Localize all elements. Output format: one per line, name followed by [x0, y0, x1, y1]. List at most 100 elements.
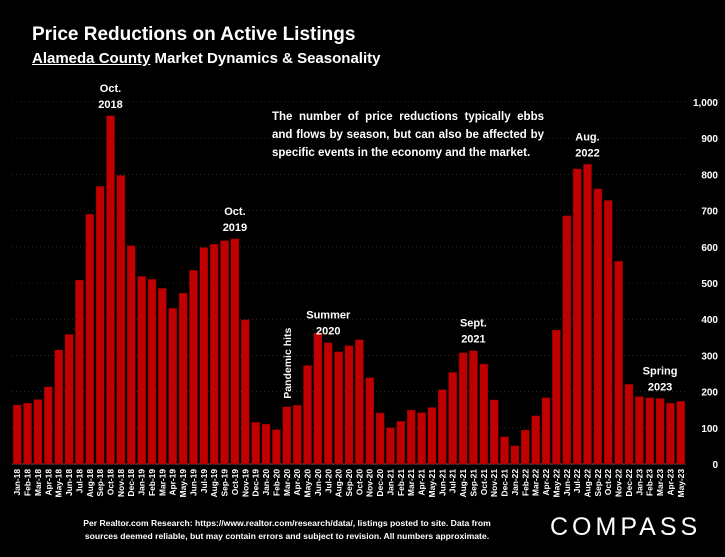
chart-subtitle: Alameda County Market Dynamics & Seasona…: [32, 50, 380, 67]
bar: [541, 397, 551, 465]
bar: [521, 429, 530, 465]
x-tick-label: Nov-21: [489, 469, 499, 497]
x-tick-label: Dec-20: [375, 469, 385, 497]
x-tick-label: May-23: [676, 469, 686, 498]
bar: [158, 288, 167, 465]
y-tick-label: 300: [701, 351, 718, 362]
x-tick-label: Aug-21: [458, 469, 468, 498]
x-tick-label: Aug-20: [334, 469, 344, 498]
bar: [95, 186, 105, 465]
peak-annotation: 2019: [223, 222, 247, 234]
bar: [230, 238, 240, 465]
y-tick-label: 700: [701, 207, 718, 218]
x-tick-label: Jan-23: [634, 469, 644, 496]
x-tick-label: Mar-18: [33, 469, 43, 496]
pandemic-annotation: Pandemic hits: [282, 327, 294, 398]
bar: [396, 421, 406, 465]
x-tick-label: Jul-19: [199, 469, 209, 494]
x-tick-label: Feb-21: [396, 469, 406, 496]
bar: [458, 352, 468, 465]
peak-annotation: Oct.: [100, 83, 121, 95]
y-tick-label: 400: [701, 315, 718, 326]
x-tick-label: Jul-21: [448, 469, 458, 494]
x-tick-label: Mar-22: [531, 469, 541, 496]
y-tick-label: 1,000: [693, 98, 718, 109]
peak-annotation: 2020: [316, 326, 340, 338]
x-tick-label: Sep-19: [220, 469, 230, 497]
bar: [624, 384, 634, 465]
bar: [593, 188, 603, 465]
bar: [292, 405, 302, 465]
x-tick-label: Jan-22: [510, 469, 520, 496]
x-tick-label: Feb-20: [271, 469, 281, 496]
peak-annotation: 2022: [575, 147, 599, 159]
bar: [469, 350, 478, 465]
bar: [12, 404, 22, 465]
bar: [251, 422, 260, 465]
x-tick-label: Jun-18: [64, 469, 74, 496]
bar: [189, 270, 198, 465]
y-tick-label: 600: [701, 243, 718, 254]
x-tick-label: Apr-18: [43, 469, 53, 496]
bar: [220, 240, 229, 465]
bar: [324, 342, 333, 465]
x-tick-label: Sep-20: [344, 469, 354, 497]
source-line-1: Per Realtor.com Research: https://www.re…: [83, 518, 491, 528]
peak-annotation: 2023: [648, 381, 672, 393]
bar: [272, 429, 281, 465]
x-tick-label: Feb-23: [645, 469, 655, 496]
x-axis-ticks: Jan-18 Feb-18 Mar-18 Apr-18 May-18 Jun-18 Jul-…: [12, 469, 686, 498]
x-tick-label: Oct-18: [106, 469, 116, 495]
peak-annotation: Sept.: [460, 318, 487, 330]
chart-annotations: Oct. 2018 Oct. 2019 Summer 2020 Sept. 2021 Aug. 2…: [98, 83, 677, 399]
x-tick-label: Feb-22: [520, 469, 530, 496]
bar: [64, 334, 74, 465]
bar: [645, 397, 654, 465]
x-tick-label: Jun-20: [313, 469, 323, 496]
subtitle-county: Alameda County: [32, 50, 151, 67]
bar: [365, 377, 374, 465]
x-tick-label: Dec-22: [624, 469, 634, 497]
y-tick-label: 500: [701, 279, 718, 290]
x-tick-label: Feb-19: [147, 469, 157, 496]
bar: [427, 407, 437, 465]
x-tick-label: Oct-21: [479, 469, 489, 495]
bar: [44, 386, 53, 465]
bar: [33, 399, 43, 465]
x-tick-label: Jun-19: [188, 469, 198, 496]
bar: [313, 332, 323, 465]
bar: [85, 214, 95, 465]
bar: [282, 406, 292, 465]
bar: [54, 349, 63, 465]
x-tick-label: Apr-20: [292, 469, 302, 496]
x-tick-label: Jul-18: [74, 469, 84, 494]
peak-annotation: Aug.: [575, 131, 599, 143]
bar: [603, 200, 613, 465]
bar: [116, 175, 126, 465]
peak-annotation: 2021: [461, 334, 485, 346]
x-tick-label: Nov-18: [116, 469, 126, 497]
x-tick-label: Nov-20: [365, 469, 375, 497]
x-tick-label: Jan-21: [385, 469, 395, 496]
x-tick-label: Mar-19: [157, 469, 167, 496]
x-tick-label: Apr-23: [665, 469, 675, 496]
bar: [147, 279, 157, 465]
bar: [106, 115, 115, 465]
x-tick-label: Aug-19: [209, 469, 219, 498]
y-tick-label: 0: [712, 460, 718, 471]
y-tick-label: 200: [701, 388, 718, 399]
x-tick-label: Oct-20: [354, 469, 364, 495]
x-tick-label: Dec-18: [126, 469, 136, 497]
peak-annotation: Summer: [306, 310, 351, 322]
x-tick-label: Apr-21: [417, 469, 427, 496]
compass-logo: COMPASS: [550, 513, 702, 541]
source-line-2: sources deemed reliable, but may contain…: [84, 531, 490, 541]
x-tick-label: Apr-22: [541, 469, 551, 496]
bar: [137, 276, 146, 465]
bar: [199, 247, 209, 465]
bar: [261, 423, 271, 465]
x-tick-label: Feb-18: [23, 469, 33, 496]
peak-annotation: 2018: [98, 99, 122, 111]
bar: [23, 402, 32, 465]
y-tick-label: 800: [701, 170, 718, 181]
